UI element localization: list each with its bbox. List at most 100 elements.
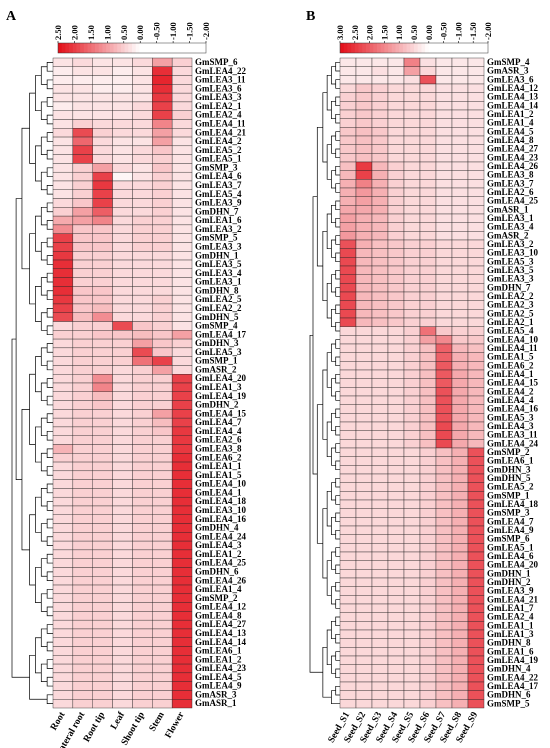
- heatmap-cell: [92, 242, 113, 252]
- heatmap-cell: [387, 456, 405, 466]
- heatmap-cell: [152, 690, 173, 700]
- heatmap-cell: [171, 444, 193, 454]
- dendrogram-branch: [335, 61, 340, 72]
- row-label: GmLEA4_24: [195, 531, 247, 541]
- heatmap-cell: [112, 268, 133, 278]
- heatmap-cell: [467, 66, 485, 76]
- heatmap-cell: [467, 499, 485, 509]
- heatmap-cell: [52, 444, 74, 454]
- heatmap-cell: [92, 338, 113, 349]
- heatmap-cell: [403, 595, 421, 605]
- heatmap-cell: [171, 681, 193, 691]
- heatmap-cell: [403, 655, 421, 665]
- heatmap-cell: [387, 395, 405, 405]
- heatmap-cell: [387, 491, 405, 501]
- heatmap-cell: [451, 135, 469, 145]
- heatmap-cell: [419, 551, 437, 561]
- colorbar-a: 2.50 2.00 1.50 1.00 0.50 0.00 -0.50 -1.00 -1.50-…: [53, 22, 211, 54]
- heatmap-cell: [152, 523, 173, 533]
- heatmap-cell: [72, 321, 93, 331]
- heatmap-cell: [451, 161, 469, 171]
- row-label: GmLEA4_3: [487, 421, 534, 431]
- heatmap-cell: [152, 391, 173, 401]
- row-label: GmSMP_2: [195, 593, 238, 603]
- dendrogram-branch: [326, 629, 332, 666]
- heatmap-cell: [72, 154, 93, 164]
- heatmap-cell: [52, 479, 74, 489]
- heatmap-cell: [435, 499, 453, 509]
- heatmap-cell: [339, 456, 357, 466]
- heatmap-cell: [371, 465, 389, 475]
- row-label: GmLEA4_26: [487, 161, 539, 171]
- heatmap-cell: [451, 395, 469, 405]
- row-label: GmDHN_3: [487, 464, 531, 474]
- heatmap-cell: [355, 222, 373, 232]
- heatmap-cell: [52, 356, 74, 366]
- heatmap-cell: [451, 352, 469, 362]
- heatmap-cell: [72, 189, 93, 199]
- heatmap-cell: [132, 646, 153, 656]
- heatmap-cell: [387, 170, 405, 180]
- heatmap-cell: [152, 163, 173, 173]
- colorbar-segment: [128, 43, 133, 53]
- heatmap-cell: [52, 461, 74, 472]
- heatmap-cell: [152, 699, 173, 709]
- heatmap-cell: [52, 171, 74, 182]
- heatmap-cell: [132, 628, 153, 638]
- dendrogram-branch: [40, 277, 48, 296]
- heatmap-cell: [451, 387, 469, 397]
- heatmap-cell: [152, 549, 173, 559]
- row-label: GmLEA4_13: [487, 92, 539, 102]
- row-label: GmLEA4_1: [487, 369, 534, 379]
- colorbar-segment: [83, 43, 89, 53]
- heatmap-cell: [387, 135, 405, 145]
- heatmap-cell: [112, 119, 133, 129]
- heatmap-cell: [355, 473, 373, 483]
- heatmap-cell: [72, 646, 93, 656]
- heatmap-cell: [92, 584, 113, 595]
- heatmap-cell: [52, 57, 74, 67]
- row-label: GmLEA2_2: [195, 303, 242, 313]
- heatmap-cell: [387, 83, 405, 93]
- row-label: GmLEA5_2: [195, 145, 242, 155]
- heatmap-cell: [355, 291, 373, 301]
- heatmap-cell: [339, 673, 357, 683]
- row-label: GmLEA6_1: [195, 646, 242, 656]
- heatmap-cell: [132, 312, 153, 322]
- colorbar-tick-label: 0.00: [424, 25, 434, 40]
- row-label: GmDHN_5: [487, 473, 531, 483]
- heatmap-cell: [403, 300, 421, 310]
- heatmap-cell: [112, 251, 133, 261]
- heatmap-cell: [92, 233, 113, 243]
- heatmap-cell: [132, 505, 153, 515]
- row-label: GmSMP_3: [195, 162, 238, 172]
- heatmap-cell: [171, 224, 193, 234]
- heatmap-cell: [52, 110, 74, 120]
- colorbar-segment: [410, 43, 415, 53]
- heatmap-cell: [435, 473, 453, 483]
- heatmap-cell: [132, 277, 153, 287]
- colorbar-segment: [365, 43, 371, 53]
- row-label: GmLEA4_20: [195, 373, 247, 383]
- heatmap-cell: [112, 611, 133, 621]
- heatmap-cell: [435, 66, 453, 76]
- colorbar-segment: [451, 43, 456, 53]
- heatmap-cell: [339, 499, 357, 509]
- heatmap-cell: [387, 361, 405, 371]
- dendrogram-branch: [46, 79, 53, 90]
- heatmap-cell: [451, 369, 469, 379]
- row-label: GmLEA2_5: [487, 308, 534, 318]
- row-label: GmLEA6_1: [487, 456, 534, 466]
- row-label: GmLEA5_3: [487, 256, 534, 266]
- colorbar-segment: [340, 43, 345, 53]
- heatmap-cell: [112, 101, 133, 111]
- colorbar-segment: [165, 43, 170, 53]
- heatmap-cell: [132, 242, 153, 252]
- row-label: GmLEA4_23: [487, 152, 539, 162]
- heatmap-cell: [112, 224, 133, 234]
- heatmap-cell: [419, 638, 437, 648]
- heatmap-cell: [92, 268, 113, 278]
- colorbar-segment: [458, 43, 463, 53]
- heatmap-cell: [72, 207, 93, 217]
- dendrogram-branch: [335, 165, 340, 176]
